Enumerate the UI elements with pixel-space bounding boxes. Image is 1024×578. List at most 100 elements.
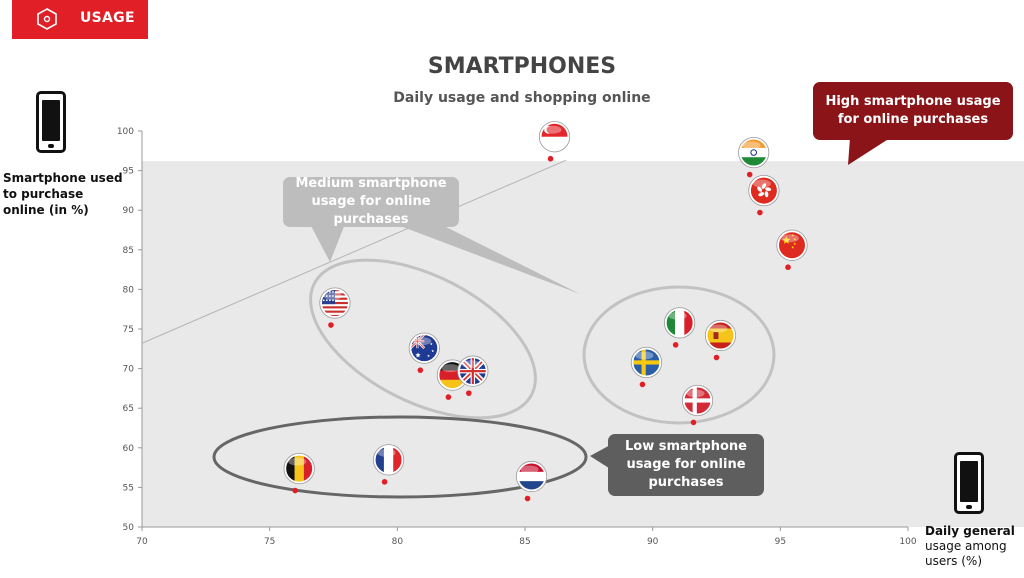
- medium-group-ellipse: [309, 258, 537, 420]
- flag-rim: [748, 175, 779, 206]
- flag-border: [515, 460, 548, 493]
- x-tick-label: 70: [136, 537, 148, 547]
- y-tick-label: 85: [123, 246, 134, 256]
- flag-gloss: [780, 234, 799, 243]
- flag-border: [664, 307, 696, 339]
- flag-rim: [705, 320, 736, 351]
- high-group-ellipse: [582, 285, 776, 425]
- y-tick-label: 75: [123, 325, 134, 335]
- data-point-china: [785, 264, 791, 271]
- flag-gloss: [441, 364, 460, 373]
- data-point-france: [381, 479, 388, 485]
- flag-rim: [539, 121, 570, 152]
- y-tick-label: 55: [123, 483, 134, 493]
- flag-gloss: [377, 448, 396, 457]
- y-tick-label: 80: [123, 285, 135, 295]
- flag-rim: [631, 347, 662, 378]
- flag-gloss: [413, 337, 432, 346]
- flag-gloss: [461, 360, 480, 369]
- flag-rim: [664, 307, 695, 338]
- flag-netherlands: [517, 462, 546, 491]
- x-tick-label: 100: [899, 537, 916, 547]
- flag-rim: [284, 453, 315, 484]
- y-tick-label: 100: [117, 127, 134, 137]
- y-tick-label: 70: [123, 365, 135, 375]
- flag-gloss: [323, 292, 342, 301]
- flag-gloss: [709, 324, 728, 333]
- y-tick-label: 60: [123, 444, 135, 454]
- flag-border: [457, 355, 489, 387]
- flag-border: [408, 332, 440, 364]
- smartphone-icon: [36, 91, 66, 153]
- flag-italy: [665, 308, 694, 337]
- flag-border: [704, 319, 737, 352]
- flag-gloss: [520, 465, 539, 474]
- x-tick-label: 75: [264, 537, 275, 547]
- flag-gloss: [752, 179, 771, 188]
- data-point-usa: [328, 322, 334, 328]
- flag-gloss: [543, 125, 562, 134]
- flag-border: [738, 136, 770, 169]
- y-tick-label: 95: [123, 167, 134, 177]
- callout-high-pointer: [848, 138, 890, 165]
- flag-france: [374, 445, 403, 474]
- flag-rim: [373, 444, 404, 475]
- y-tick-label: 90: [123, 206, 135, 216]
- x-tick-label: 80: [392, 537, 404, 547]
- chart-title: SMARTPHONES: [427, 54, 617, 79]
- x-tick-label: 95: [775, 537, 786, 547]
- flag-rim: [776, 230, 807, 261]
- flag-border: [319, 287, 351, 319]
- flag-border: [630, 346, 663, 379]
- flag-gloss: [686, 389, 705, 398]
- x-axis-label-line2: usage among users (%): [925, 539, 1007, 568]
- flag-border: [748, 174, 780, 207]
- data-point-belgium: [292, 487, 299, 494]
- data-point-netherlands: [524, 495, 531, 502]
- flag-germany: [438, 361, 467, 390]
- y-axis-label: Smartphone used to purchase online (in %…: [3, 171, 123, 217]
- x-axis-label-line1: Daily general: [925, 524, 1015, 538]
- data-point-germany: [445, 394, 452, 400]
- y-tick-label: 50: [123, 523, 135, 533]
- usage-tab-label: USAGE: [80, 10, 135, 26]
- flag-rim: [682, 385, 713, 416]
- callout-high-usage: High smartphone usage for online purchas…: [813, 82, 1013, 140]
- callout-low-pointer: [590, 444, 612, 470]
- trend-line: [141, 159, 567, 344]
- usage-tab[interactable]: USAGE: [12, 0, 148, 39]
- flag-gloss: [288, 457, 307, 466]
- chart-subtitle: Daily usage and shopping online: [393, 90, 651, 106]
- flag-belgium: [285, 454, 314, 483]
- flag-rim: [457, 356, 488, 387]
- flag-rim: [319, 288, 350, 319]
- callout-medium-usage: Medium smartphone usage for online purch…: [283, 176, 459, 227]
- flag-border: [681, 384, 714, 417]
- low-group-ellipse: [212, 415, 588, 499]
- flag-border: [776, 229, 808, 261]
- flag-usa: [320, 289, 349, 318]
- callout-medium-pointer: [310, 224, 345, 262]
- data-point-uk: [466, 390, 472, 396]
- callout-medium-pointer: [395, 224, 580, 294]
- flag-rim: [409, 333, 440, 364]
- flag-gloss: [635, 351, 654, 360]
- y-tick-label: 65: [123, 404, 134, 414]
- data-point-denmark: [690, 419, 697, 426]
- flag-spain: [706, 321, 735, 350]
- background-band: [142, 161, 1024, 527]
- data-point-australia: [417, 367, 424, 373]
- flag-rim: [738, 137, 769, 168]
- x-axis-label: Daily general usage among users (%): [925, 524, 1024, 569]
- callout-low-usage: Low smartphone usage for online purchase…: [608, 434, 764, 496]
- flag-rim: [516, 461, 547, 492]
- data-point-italy: [672, 342, 679, 348]
- flag-border: [538, 121, 571, 153]
- data-point-sweden: [639, 381, 646, 388]
- flag-singapore: [540, 122, 569, 151]
- data-point-singapore: [547, 155, 554, 162]
- hexagon-icon: [37, 8, 57, 30]
- flag-india: [739, 138, 768, 167]
- flag-border: [283, 452, 315, 485]
- flag-border: [372, 444, 405, 476]
